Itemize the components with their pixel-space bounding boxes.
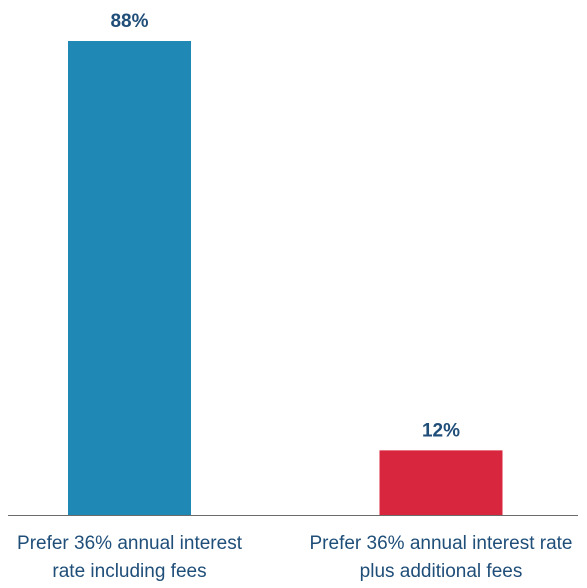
category-label-1: Prefer 36% annual interest rate including… (17, 533, 243, 582)
data-label-1: 88% (110, 11, 148, 32)
bars-layer (68, 41, 503, 515)
bar-2 (379, 450, 503, 515)
category-label-1-line-2: rate including fees (52, 561, 206, 582)
category-label-2-line-1: Prefer 36% annual interest rate (310, 533, 573, 554)
category-label-2: Prefer 36% annual interest rate plus addi… (310, 533, 573, 582)
labels-layer: 88% Prefer 36% annual interest rate includ… (17, 11, 572, 582)
category-label-2-line-2: plus additional fees (360, 561, 523, 582)
data-label-2: 12% (422, 420, 460, 441)
category-label-1-line-1: Prefer 36% annual interest (17, 533, 243, 554)
bar-1 (68, 41, 191, 515)
